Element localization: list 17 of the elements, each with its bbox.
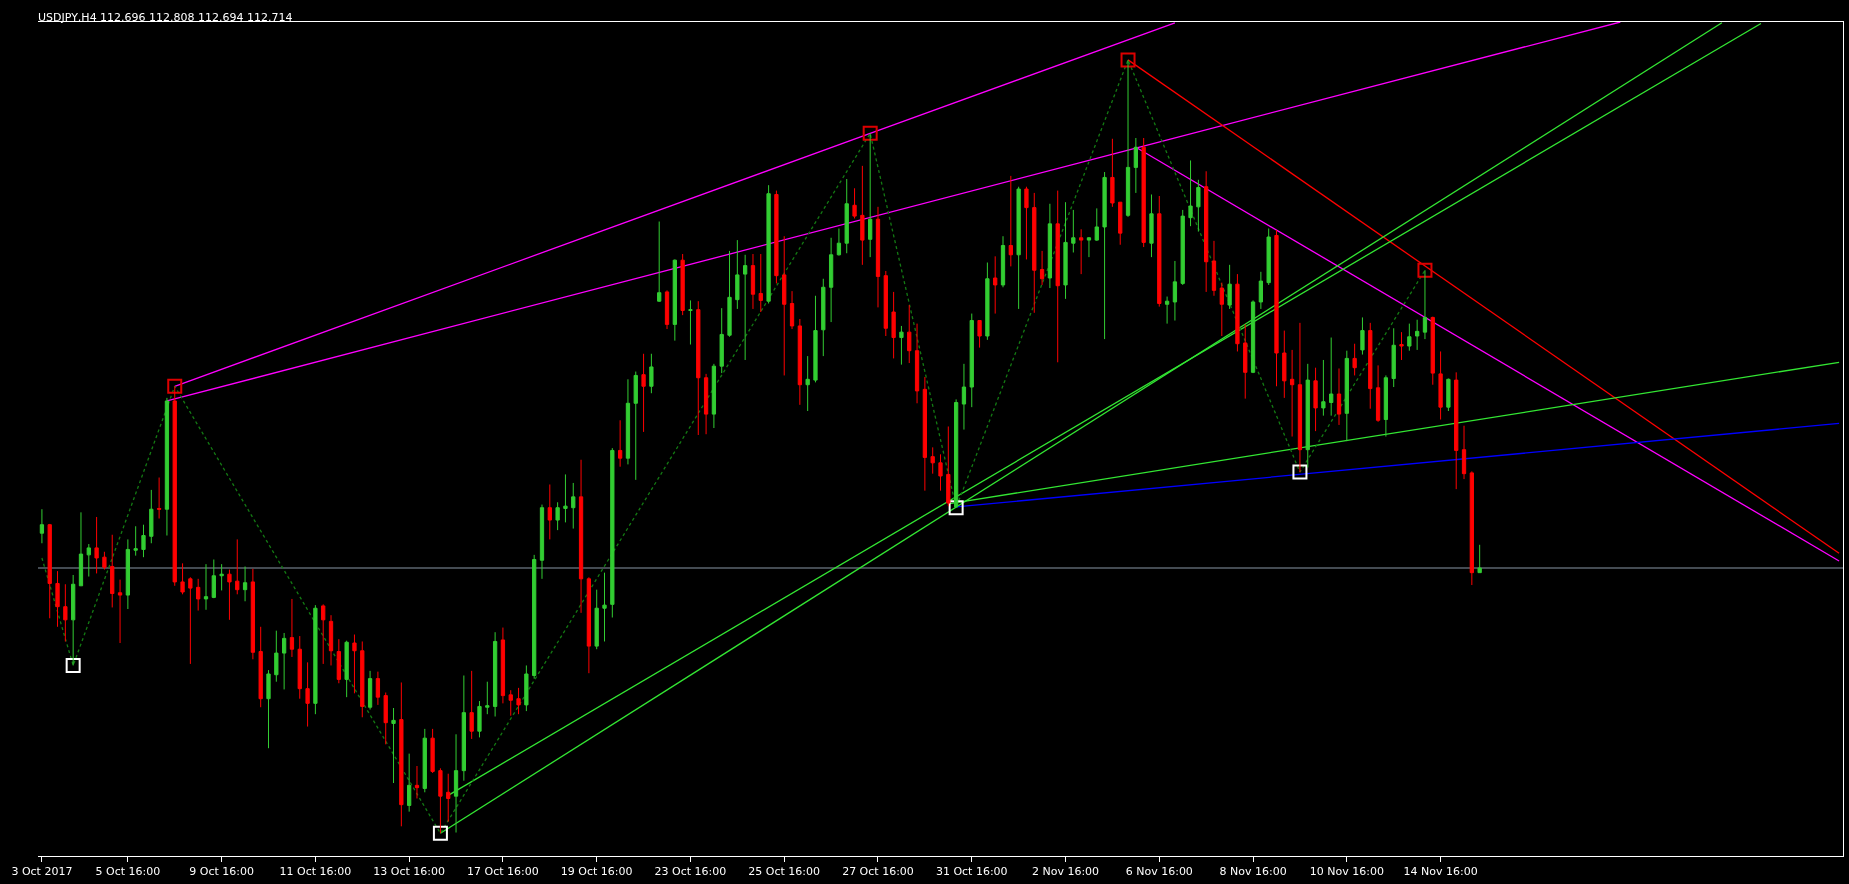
- x-tick-label: 17 Oct 16:00: [467, 865, 539, 879]
- x-tick-label: 5 Oct 16:00: [95, 865, 161, 879]
- x-tick-label: 11 Oct 16:00: [279, 865, 352, 879]
- x-tick-label: 10 Nov 16:00: [1309, 865, 1384, 879]
- x-tick-label: 6 Nov 16:00: [1125, 865, 1193, 879]
- x-tick-label: 8 Nov 16:00: [1219, 865, 1287, 879]
- x-tick-label: 3 Oct 2017: [11, 865, 73, 879]
- x-tick-label: 31 Oct 16:00: [935, 865, 1008, 879]
- x-tick-label: 19 Oct 16:00: [560, 865, 633, 879]
- x-tick-label: 9 Oct 16:00: [189, 865, 254, 879]
- x-tick-label: 14 Nov 16:00: [1403, 865, 1478, 879]
- x-tick-label: 25 Oct 16:00: [748, 865, 821, 879]
- x-tick-label: 23 Oct 16:00: [654, 865, 727, 879]
- x-tick-label: 13 Oct 16:00: [373, 865, 446, 879]
- chart-title: USDJPY,H4 112.696 112.808 112.694 112.714: [38, 10, 293, 24]
- x-tick-label: 27 Oct 16:00: [842, 865, 914, 879]
- x-tick-label: 2 Nov 16:00: [1031, 865, 1100, 879]
